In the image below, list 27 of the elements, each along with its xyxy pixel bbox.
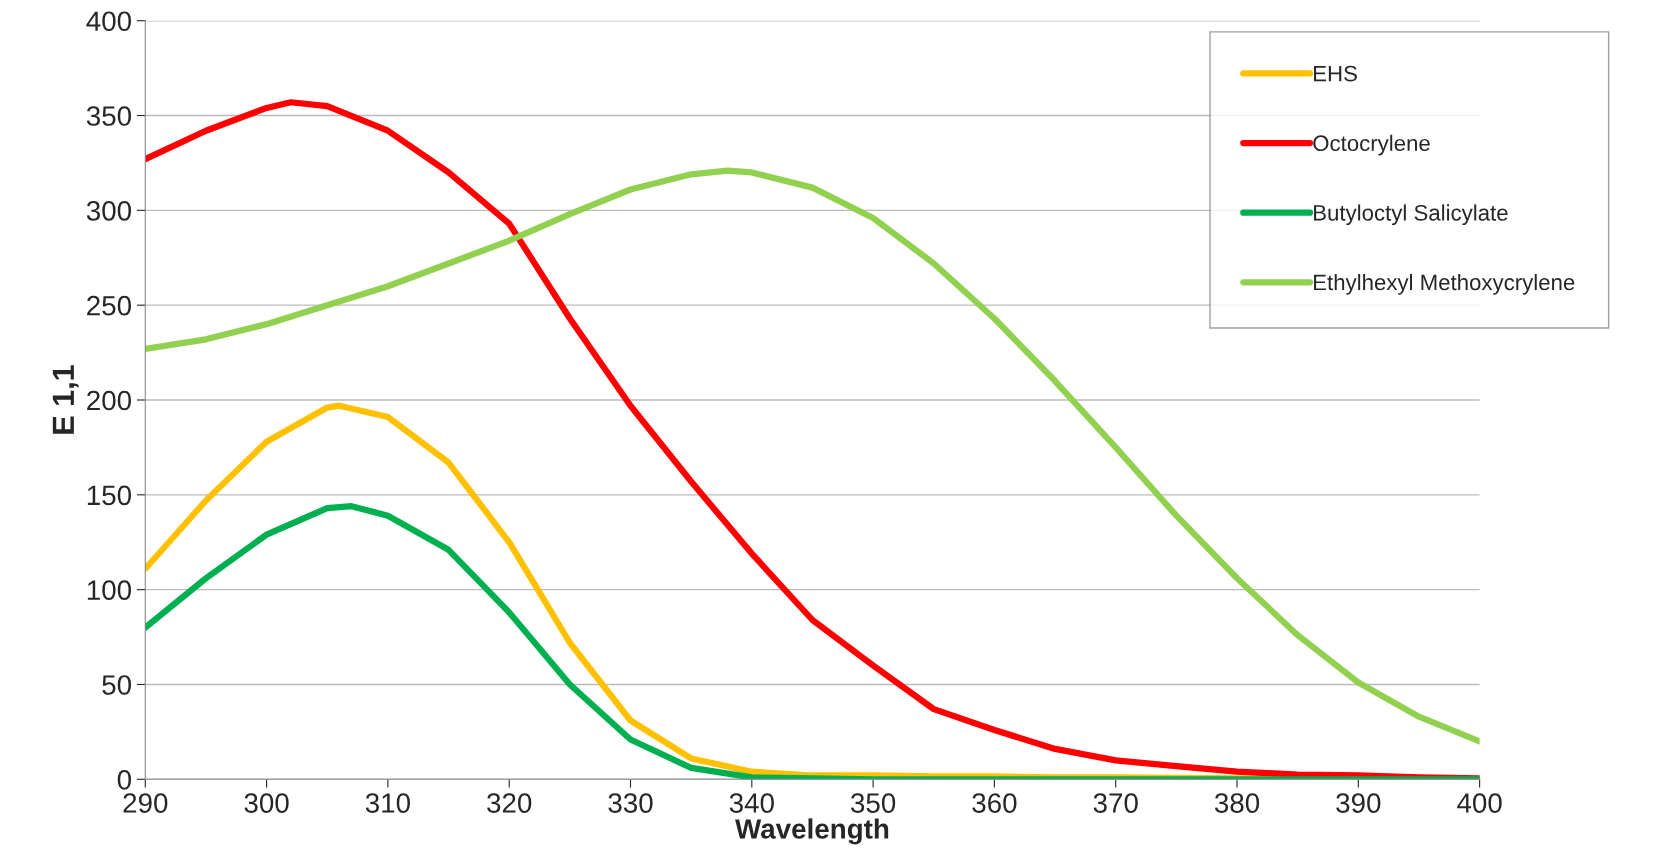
y-tick-label: 350: [86, 106, 132, 126]
x-tick-label: 360: [972, 793, 1017, 813]
x-tick-label: 330: [608, 793, 653, 813]
legend-label: Butyloctyl Salicylate: [1314, 204, 1508, 226]
x-tick-label: 290: [123, 793, 168, 813]
x-tick-label: 380: [1214, 793, 1260, 813]
x-tick-label: 340: [729, 793, 774, 813]
y-tick-label: 50: [102, 675, 132, 695]
y-tick-label: 250: [87, 295, 132, 316]
x-tick-label: 320: [487, 793, 532, 813]
y-tick-label: 400: [86, 11, 132, 32]
y-tick-label: 0: [117, 769, 132, 790]
legend-label: Octocrylene: [1313, 134, 1430, 156]
y-tick-label: 300: [86, 201, 132, 221]
x-tick-label: 400: [1457, 793, 1502, 813]
y-tick-label: 100: [87, 580, 132, 600]
legend-label: Ethylhexyl Methoxycrylene: [1314, 273, 1575, 295]
x-tick-label: 370: [1093, 793, 1138, 813]
x-axis-title: Wavelength: [735, 818, 889, 845]
x-tick-label: 390: [1336, 793, 1381, 813]
x-tick-label: 300: [244, 793, 289, 813]
y-tick-label: 200: [87, 390, 132, 411]
y-tick-label: 150: [87, 485, 132, 506]
x-tick-label: 350: [850, 793, 896, 813]
x-tick-label: 310: [365, 793, 410, 813]
legend-label: EHS: [1314, 65, 1357, 82]
y-axis-title: E 1,1: [52, 365, 79, 434]
